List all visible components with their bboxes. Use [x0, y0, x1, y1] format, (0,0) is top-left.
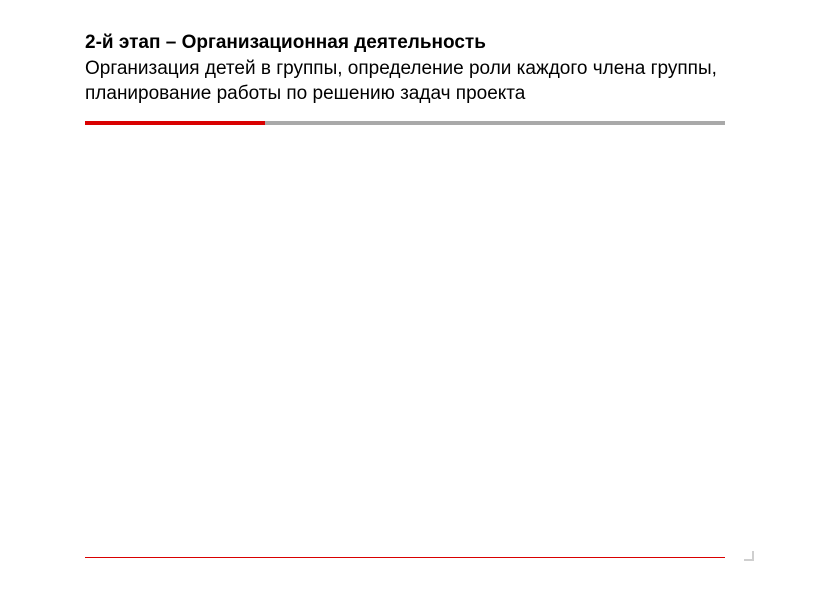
slide-content: 2-й этап – Организационная деятельность … [0, 0, 816, 125]
divider [85, 121, 725, 125]
corner-notch-icon [744, 551, 754, 561]
slide-heading-body: Организация детей в группы, определение … [85, 58, 717, 105]
bottom-accent-line [85, 557, 725, 558]
slide-title-block: 2-й этап – Организационная деятельность … [85, 30, 731, 107]
divider-red-segment [85, 121, 265, 125]
slide-heading-bold: 2-й этап – Организационная деятельность [85, 32, 486, 53]
